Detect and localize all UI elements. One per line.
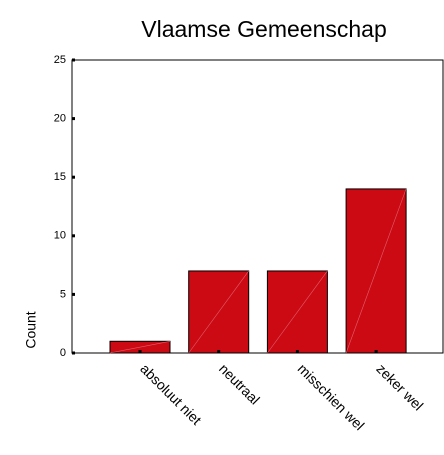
y-tick-label: 0 [60,347,66,359]
y-tick-label: 25 [54,54,66,66]
chart-title: Vlaamse Gemeenschap [141,16,386,42]
bar-shine [109,340,171,354]
x-tick-label: absoluut niet [137,360,205,428]
x-tick-label: neutraal [216,360,263,407]
bar-shine [188,270,249,354]
bar-shine [345,188,407,354]
y-tick-label: 5 [60,288,66,300]
y-tick-label: 15 [54,171,66,183]
y-axis-label: Count [23,311,39,348]
y-tick-label: 20 [54,113,66,125]
bar-shine [267,270,328,354]
x-tick-label: misschien wel [295,360,368,433]
y-tick-label: 10 [54,230,66,242]
x-tick-label: zeker wel [373,360,426,413]
plot-frame [71,59,444,354]
